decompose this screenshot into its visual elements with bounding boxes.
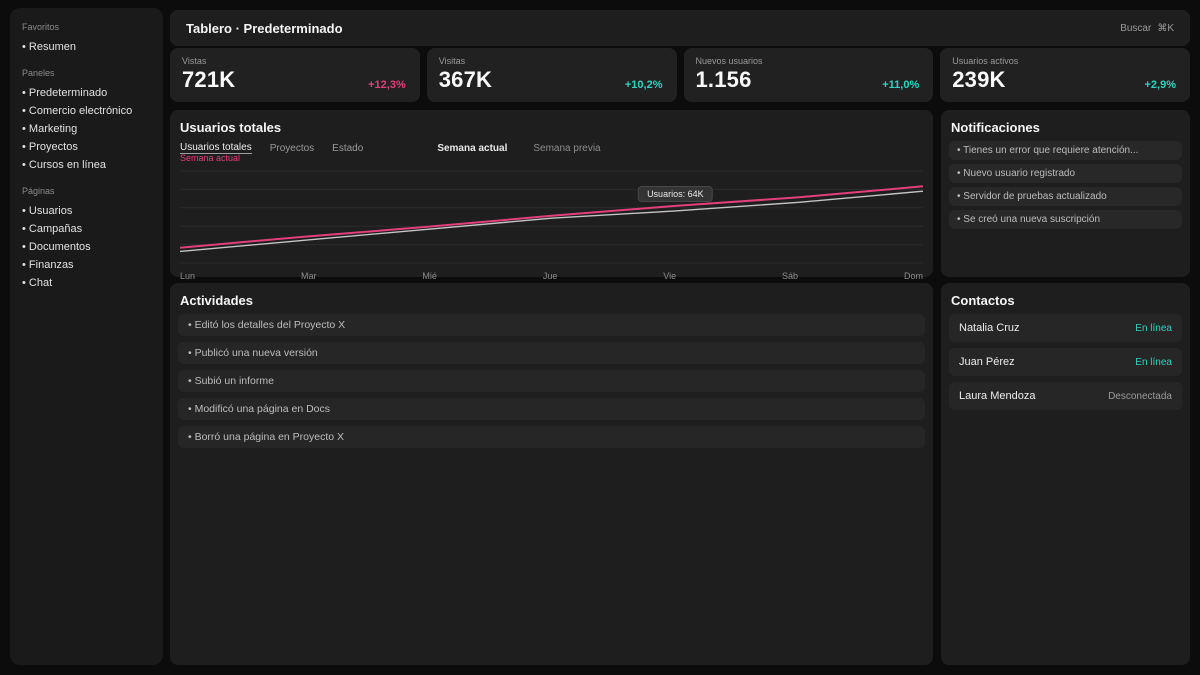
activities-title: Actividades xyxy=(180,293,253,308)
chart-tooltip: Usuarios: 64K xyxy=(638,185,713,202)
x-tick-lun: Lun xyxy=(180,271,196,281)
line-chart: Usuarios: 64K xyxy=(180,169,923,265)
sidebar-item-resumen[interactable]: Resumen xyxy=(22,38,151,56)
notification-item[interactable]: Servidor de pruebas actualizado xyxy=(949,187,1182,206)
search-shortcut: ⌘K xyxy=(1157,22,1174,34)
stat-label: Vistas xyxy=(182,56,207,66)
x-tick-mie: Mié xyxy=(422,271,437,281)
sidebar-item-campanas[interactable]: Campañas xyxy=(22,220,151,238)
stat-card-visitas: Visitas 367K +10,2% xyxy=(426,48,677,102)
chart-tabs: Usuarios totales Semana actual Proyectos… xyxy=(180,141,925,163)
contact-name: Natalia Cruz xyxy=(959,322,1020,334)
sidebar-item-proyectos[interactable]: Proyectos xyxy=(22,138,151,156)
notifications-panel: Notificaciones Tienes un error que requi… xyxy=(941,110,1190,277)
activity-item[interactable]: Subió un informe xyxy=(178,370,925,392)
activity-item[interactable]: Borró una página en Proyecto X xyxy=(178,426,925,448)
activities-panel: Actividades Editó los detalles del Proye… xyxy=(170,283,933,665)
notification-item[interactable]: Tienes un error que requiere atención... xyxy=(949,141,1182,160)
line-chart-svg xyxy=(180,169,923,265)
tab-estado[interactable]: Estado xyxy=(332,142,364,154)
sidebar-item-marketing[interactable]: Marketing xyxy=(22,120,151,138)
legend-semana-actual[interactable]: Semana actual xyxy=(437,142,508,154)
stat-label: Usuarios activos xyxy=(952,56,1019,66)
contacts-panel: Contactos Natalia Cruz En línea Juan Pér… xyxy=(941,283,1190,665)
tab-label: Usuarios totales xyxy=(180,142,252,153)
sidebar-section-label: Páginas xyxy=(22,186,55,196)
x-tick-dom: Dom xyxy=(903,271,923,281)
x-tick-sab: Sáb xyxy=(782,271,799,281)
stat-value: 367K xyxy=(438,67,493,92)
stat-value: 1.156 xyxy=(695,67,752,92)
activity-item[interactable]: Editó los detalles del Proyecto X xyxy=(178,314,925,336)
contact-status: En línea xyxy=(1135,356,1172,368)
sidebar-item-usuarios[interactable]: Usuarios xyxy=(22,202,151,220)
sidebar-section-label: Paneles xyxy=(22,68,55,78)
stat-value: 721K xyxy=(182,67,236,92)
notification-item[interactable]: Nuevo usuario registrado xyxy=(949,164,1182,183)
stat-delta: +11,0% xyxy=(882,79,920,91)
activity-item[interactable]: Modificó una página en Docs xyxy=(178,398,925,420)
stat-label: Visitas xyxy=(438,56,466,66)
sidebar-section-paneles: Paneles Predeterminado Comercio electrón… xyxy=(22,68,151,174)
stat-delta: +12,3% xyxy=(368,79,406,91)
search-button[interactable]: Buscar ⌘K xyxy=(1120,23,1174,34)
contact-name: Juan Pérez xyxy=(959,356,1015,368)
page-title: Tablero · Predeterminado xyxy=(186,20,343,36)
x-tick-mar: Mar xyxy=(300,271,317,281)
contact-row[interactable]: Laura Mendoza Desconectada xyxy=(949,382,1182,410)
contact-status: En línea xyxy=(1135,322,1172,334)
sidebar-item-chat[interactable]: Chat xyxy=(22,274,151,292)
stat-label: Nuevos usuarios xyxy=(695,56,763,66)
sidebar: Favoritos Resumen Paneles Predeterminado… xyxy=(10,8,163,665)
sidebar-item-cursos-en-linea[interactable]: Cursos en línea xyxy=(22,156,151,174)
contact-name: Laura Mendoza xyxy=(959,390,1036,402)
sidebar-item-finanzas[interactable]: Finanzas xyxy=(22,256,151,274)
contacts-title: Contactos xyxy=(951,293,1015,308)
stat-card-usuarios-activos: Usuarios activos 239K +2,9% xyxy=(940,48,1190,102)
sidebar-section-paginas: Páginas Usuarios Campañas Documentos Fin… xyxy=(22,186,151,292)
active-series-label: Semana actual xyxy=(180,153,241,163)
search-label: Buscar xyxy=(1120,22,1152,34)
chart-legend: Semana actual Semana previa xyxy=(437,143,600,154)
sidebar-item-comercio-electronico[interactable]: Comercio electrónico xyxy=(22,102,151,120)
chart-panel: Usuarios totales Usuarios totales Semana… xyxy=(170,110,933,281)
stat-delta: +10,2% xyxy=(624,79,663,91)
chart-x-axis: Lun Mar Mié Jue Vie Sáb Dom xyxy=(180,271,923,281)
legend-semana-previa[interactable]: Semana previa xyxy=(533,142,601,154)
sidebar-item-predeterminado[interactable]: Predeterminado xyxy=(22,84,151,102)
contact-row[interactable]: Juan Pérez En línea xyxy=(949,348,1182,376)
x-tick-vie: Vie xyxy=(663,271,677,281)
sidebar-section-favoritos: Favoritos Resumen xyxy=(22,22,151,56)
notifications-title: Notificaciones xyxy=(951,120,1040,135)
x-tick-jue: Jue xyxy=(542,271,558,281)
chart-panel-title: Usuarios totales xyxy=(180,120,282,135)
topbar: Tablero · Predeterminado Buscar ⌘K xyxy=(170,10,1190,46)
stat-card-vistas: Vistas 721K +12,3% xyxy=(170,48,420,102)
tab-usuarios-totales[interactable]: Usuarios totales Semana actual xyxy=(180,142,252,163)
stat-card-nuevos-usuarios: Nuevos usuarios 1.156 +11,0% xyxy=(683,48,934,102)
contact-row[interactable]: Natalia Cruz En línea xyxy=(949,314,1182,342)
stats-row: Vistas 721K +12,3% Visitas 367K +10,2% N… xyxy=(170,48,1190,102)
notification-item[interactable]: Se creó una nueva suscripción xyxy=(949,210,1182,229)
contact-status: Desconectada xyxy=(1108,390,1172,402)
stat-delta: +2,9% xyxy=(1144,79,1177,91)
tab-proyectos[interactable]: Proyectos xyxy=(269,142,315,154)
sidebar-item-documentos[interactable]: Documentos xyxy=(22,238,151,256)
sidebar-section-label: Favoritos xyxy=(22,22,60,32)
stat-value: 239K xyxy=(952,67,1006,92)
activity-item[interactable]: Publicó una nueva versión xyxy=(178,342,925,364)
